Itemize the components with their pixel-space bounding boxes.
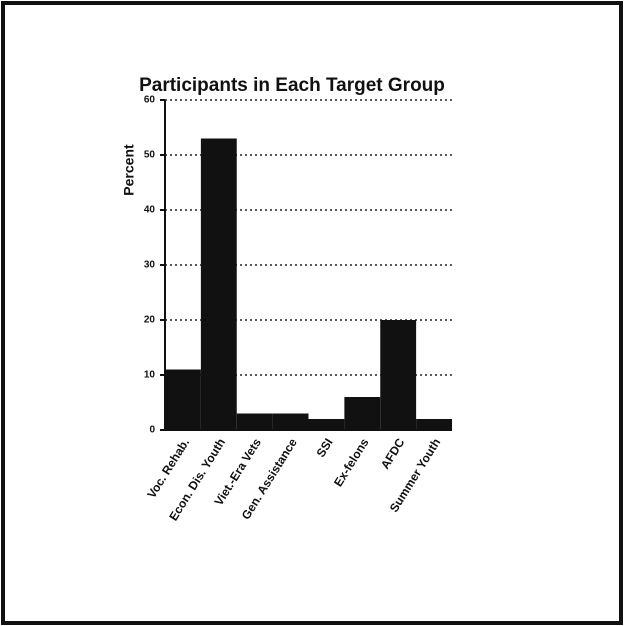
bar [308, 419, 345, 430]
y-tick-label: 40 [144, 205, 156, 216]
bar [416, 419, 452, 430]
y-tick-label: 0 [149, 425, 155, 436]
y-tick-label: 50 [144, 150, 156, 161]
y-axis-label: Percent [121, 144, 137, 196]
y-tick-label: 20 [144, 315, 156, 326]
bar [236, 413, 273, 430]
bar [344, 397, 381, 430]
y-tick-label: 60 [144, 95, 156, 106]
bar [200, 138, 237, 430]
chart-title: Participants in Each Target Group [139, 75, 445, 96]
bar [272, 413, 309, 430]
bar [165, 369, 201, 430]
y-tick-label: 10 [144, 370, 156, 381]
bar [380, 320, 417, 430]
y-tick-label: 30 [144, 260, 156, 271]
